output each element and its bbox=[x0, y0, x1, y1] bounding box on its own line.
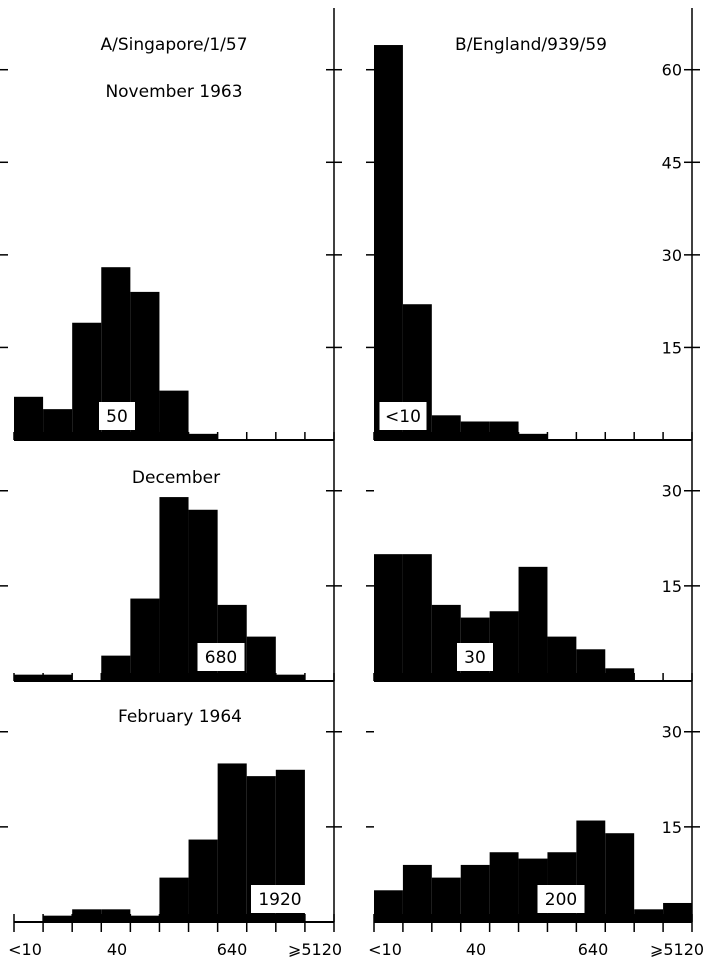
x-tick-label-right-lt10: <10 bbox=[368, 940, 402, 959]
histogram-bar bbox=[159, 877, 189, 922]
histogram-bar bbox=[43, 409, 73, 440]
y-tick-label: 15 bbox=[662, 577, 682, 596]
histogram-bar bbox=[188, 433, 218, 440]
histogram-bar bbox=[130, 598, 160, 681]
x-tick-label-right-ge5120: ⩾5120 bbox=[650, 940, 704, 959]
histogram-panel: 50 bbox=[0, 8, 342, 441]
annotation-label: 30 bbox=[464, 648, 486, 668]
histogram-bar bbox=[43, 915, 73, 922]
histogram-bar bbox=[72, 322, 102, 440]
histogram-bar bbox=[275, 674, 305, 681]
panel-title-february-1964: February 1964 bbox=[118, 707, 242, 727]
annotation-label: 680 bbox=[205, 648, 237, 668]
histogram-bar bbox=[130, 291, 160, 440]
histogram-bar bbox=[518, 433, 548, 440]
histogram-bar bbox=[518, 566, 548, 681]
histogram-bar bbox=[43, 674, 73, 681]
annotation-box bbox=[251, 885, 309, 913]
histogram-panel: 15 30 45 60 <10 bbox=[366, 8, 700, 441]
histogram-bar bbox=[14, 396, 44, 440]
histogram-bar bbox=[489, 611, 519, 681]
histogram-bar bbox=[489, 852, 519, 922]
histogram-panel: 15 30 30 bbox=[366, 440, 700, 682]
annotation-box bbox=[457, 643, 493, 671]
annotation-label: 1920 bbox=[258, 890, 301, 910]
annotation-box bbox=[379, 402, 427, 430]
histogram-panel: 15 30 200 bbox=[366, 681, 700, 923]
histogram-bar bbox=[663, 902, 692, 922]
annotation-label: 200 bbox=[545, 890, 577, 910]
x-tick-label-left-640: 640 bbox=[217, 940, 248, 959]
histogram-panel: 1920 bbox=[0, 681, 342, 923]
histogram-bar bbox=[130, 915, 160, 922]
histogram-bar bbox=[101, 909, 131, 922]
histogram-bar bbox=[489, 421, 519, 440]
annotation-label: 50 bbox=[106, 407, 128, 427]
x-tick-label-left-40: 40 bbox=[107, 940, 127, 959]
histogram-bar bbox=[217, 763, 247, 922]
histogram-bar bbox=[72, 909, 102, 922]
histogram-bar bbox=[374, 45, 403, 440]
histogram-panel: 680 bbox=[0, 440, 342, 682]
y-tick-label: 15 bbox=[662, 338, 682, 357]
x-tick-label-left-ge5120: ⩾5120 bbox=[288, 940, 342, 959]
y-tick-label: 15 bbox=[662, 818, 682, 837]
y-tick-label: 45 bbox=[662, 153, 682, 172]
x-tick-label-left-lt10: <10 bbox=[8, 940, 42, 959]
panel-title-b-strain: B/England/939/59 bbox=[455, 35, 607, 55]
histogram-bar bbox=[431, 604, 461, 681]
histogram-bar bbox=[460, 864, 490, 922]
histogram-bar bbox=[374, 554, 403, 681]
panel-title-a-strain: A/Singapore/1/57 bbox=[100, 35, 247, 55]
histogram-bar bbox=[101, 655, 131, 681]
histogram-bar bbox=[460, 421, 490, 440]
histogram-bar bbox=[576, 649, 606, 681]
annotation-label: <10 bbox=[385, 407, 421, 427]
annotation-box bbox=[197, 643, 245, 671]
x-tick-label-right-40: 40 bbox=[466, 940, 486, 959]
histogram-bar bbox=[402, 554, 432, 681]
histogram-bar bbox=[159, 390, 189, 440]
histogram-bar bbox=[634, 909, 664, 922]
histogram-bar bbox=[402, 864, 432, 922]
y-tick-label: 30 bbox=[662, 246, 682, 265]
histogram-bar bbox=[159, 497, 189, 681]
histogram-bar bbox=[605, 668, 635, 681]
histogram-bar bbox=[246, 636, 276, 681]
y-tick-label: 30 bbox=[662, 482, 682, 501]
histogram-bar bbox=[431, 415, 461, 440]
histogram-bar bbox=[14, 674, 44, 681]
histogram-bar bbox=[431, 877, 461, 922]
histogram-bar bbox=[547, 636, 577, 681]
histogram-bar bbox=[605, 833, 635, 922]
panel-title-november-1963: November 1963 bbox=[105, 82, 242, 102]
panel-title-december: December bbox=[132, 468, 220, 488]
y-tick-label: 30 bbox=[662, 723, 682, 742]
x-tick-label-right-640: 640 bbox=[578, 940, 609, 959]
y-tick-label: 60 bbox=[662, 61, 682, 80]
histogram-bar bbox=[188, 839, 218, 922]
annotation-box bbox=[537, 885, 585, 913]
histogram-bar bbox=[374, 890, 403, 922]
annotation-box bbox=[99, 402, 135, 430]
